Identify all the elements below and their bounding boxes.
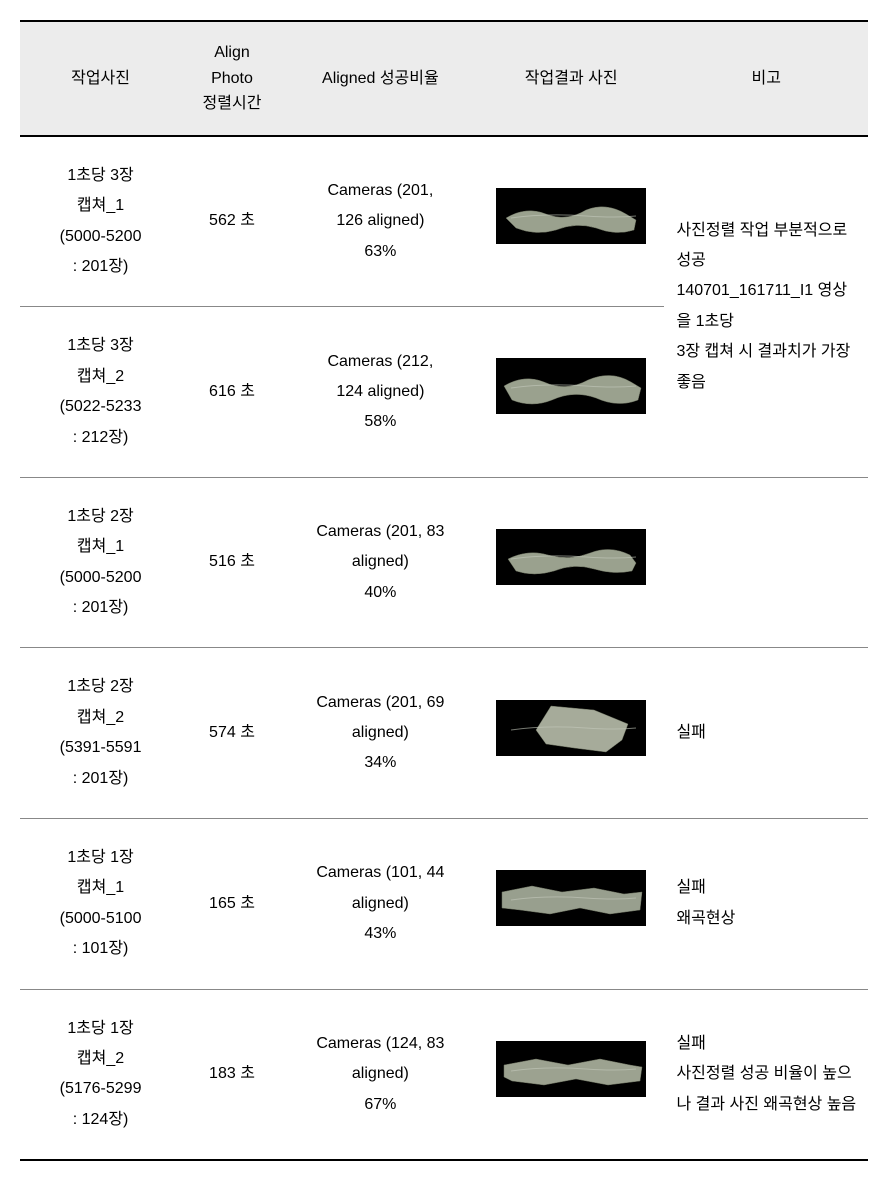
cell-result-thumb — [478, 307, 665, 478]
result-thumbnail — [496, 188, 646, 244]
header-work-photo: 작업사진 — [20, 21, 181, 136]
cell-result-thumb — [478, 989, 665, 1160]
cell-align-time: 516 초 — [181, 477, 283, 648]
cell-work-photo: 1초당 2장캡쳐_2(5391-5591: 201장) — [20, 648, 181, 819]
table-row: 1초당 1장캡쳐_2(5176-5299: 124장)183 초Cameras … — [20, 989, 868, 1160]
cell-result-thumb — [478, 136, 665, 307]
result-thumbnail — [496, 870, 646, 926]
table-row: 1초당 2장캡쳐_1(5000-5200: 201장)516 초Cameras … — [20, 477, 868, 648]
cell-align-time: 165 초 — [181, 819, 283, 990]
table-row: 1초당 1장캡쳐_1(5000-5100: 101장)165 초Cameras … — [20, 819, 868, 990]
cell-work-photo: 1초당 1장캡쳐_2(5176-5299: 124장) — [20, 989, 181, 1160]
table-row: 1초당 3장캡쳐_1(5000-5200: 201장)562 초Cameras … — [20, 136, 868, 307]
cell-success-ratio: Cameras (201, 83aligned)40% — [283, 477, 478, 648]
cell-note — [664, 477, 868, 648]
result-thumbnail — [496, 529, 646, 585]
cell-success-ratio: Cameras (201, 69aligned)34% — [283, 648, 478, 819]
header-result-photo: 작업결과 사진 — [478, 21, 665, 136]
header-note: 비고 — [664, 21, 868, 136]
table-row: 1초당 2장캡쳐_2(5391-5591: 201장)574 초Cameras … — [20, 648, 868, 819]
cell-work-photo: 1초당 3장캡쳐_2(5022-5233: 212장) — [20, 307, 181, 478]
cell-note-merged: 사진정렬 작업 부분적으로 성공140701_161711_I1 영상을 1초당… — [664, 136, 868, 478]
cell-align-time: 183 초 — [181, 989, 283, 1160]
cell-success-ratio: Cameras (124, 83aligned)67% — [283, 989, 478, 1160]
cell-note: 실패 — [664, 648, 868, 819]
table-header-row: 작업사진 AlignPhoto정렬시간 Aligned 성공비율 작업결과 사진… — [20, 21, 868, 136]
alignment-results-table: 작업사진 AlignPhoto정렬시간 Aligned 성공비율 작업결과 사진… — [20, 20, 868, 1161]
cell-work-photo: 1초당 1장캡쳐_1(5000-5100: 101장) — [20, 819, 181, 990]
result-thumbnail — [496, 1041, 646, 1097]
cell-result-thumb — [478, 819, 665, 990]
cell-align-time: 616 초 — [181, 307, 283, 478]
cell-align-time: 562 초 — [181, 136, 283, 307]
header-success-ratio: Aligned 성공비율 — [283, 21, 478, 136]
cell-note: 실패사진정렬 성공 비율이 높으나 결과 사진 왜곡현상 높음 — [664, 989, 868, 1160]
cell-work-photo: 1초당 2장캡쳐_1(5000-5200: 201장) — [20, 477, 181, 648]
cell-work-photo: 1초당 3장캡쳐_1(5000-5200: 201장) — [20, 136, 181, 307]
result-thumbnail — [496, 358, 646, 414]
header-align-time: AlignPhoto정렬시간 — [181, 21, 283, 136]
cell-result-thumb — [478, 648, 665, 819]
cell-success-ratio: Cameras (201,126 aligned)63% — [283, 136, 478, 307]
cell-note: 실패왜곡현상 — [664, 819, 868, 990]
cell-align-time: 574 초 — [181, 648, 283, 819]
cell-success-ratio: Cameras (101, 44aligned)43% — [283, 819, 478, 990]
cell-result-thumb — [478, 477, 665, 648]
cell-success-ratio: Cameras (212,124 aligned)58% — [283, 307, 478, 478]
result-thumbnail — [496, 700, 646, 756]
